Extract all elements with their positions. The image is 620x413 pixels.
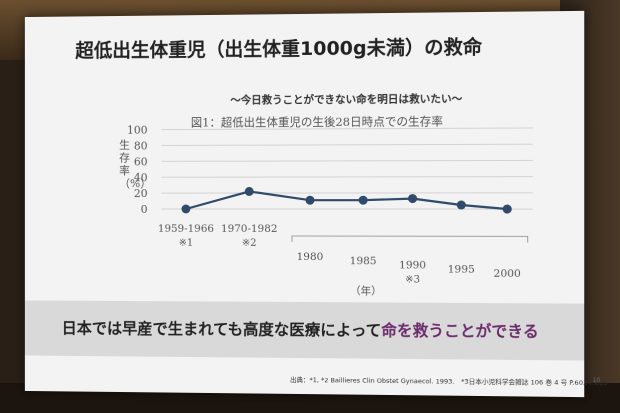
y-tick-60: 60	[134, 155, 148, 168]
banner-text: 日本では早産で生まれても高度な医療によって命を救うことができる	[62, 316, 539, 341]
x-tick-1970-1982: 1970-1982	[221, 223, 277, 235]
y-tick-100: 100	[127, 124, 148, 137]
x-tick-note-4: ※3	[405, 274, 420, 285]
data-point-5	[456, 200, 466, 210]
x-tick-2000: 2000	[494, 268, 521, 280]
data-point-6	[502, 204, 512, 214]
series-markers	[181, 187, 527, 243]
x-tick-1959-1966: 1959-1966	[158, 223, 214, 235]
gridline-100	[161, 128, 532, 130]
y-tick-0: 0	[141, 203, 148, 216]
x-tick-note-1: ※2	[242, 238, 257, 249]
gridline-60	[161, 160, 532, 161]
x-axis-label: （年）	[350, 284, 382, 297]
gridline-40	[161, 177, 532, 178]
gridline-80	[161, 144, 532, 145]
chart-grid	[161, 128, 532, 209]
x-tick-1985: 1985	[350, 255, 377, 267]
banner-main-text: 日本では早産で生まれても高度な医療によって	[61, 319, 382, 340]
y-tick-20: 20	[134, 187, 148, 200]
conclusion-banner: 日本では早産で生まれても高度な医療によって命を救うことができる	[24, 300, 585, 361]
x-tick-1995: 1995	[448, 263, 475, 275]
y-tick-labels: 100 80 60 40 20 0	[127, 124, 148, 216]
year-bracket	[292, 236, 528, 243]
banner-accent-text: 命を救うことができる	[381, 321, 539, 341]
x-tick-note-0: ※1	[179, 238, 194, 249]
page-number: 10	[592, 376, 601, 385]
data-point-4	[408, 194, 418, 204]
data-point-0	[181, 204, 191, 214]
y-tick-40: 40	[134, 171, 148, 184]
projector-screen: 超低出生体重児（出生体重1000g未満）の救命 ～今日救うことができない命を明日…	[24, 10, 608, 398]
x-tick-1990: 1990	[399, 259, 426, 271]
x-tick-labels: 1959-1966 ※1 1970-1982 ※2 1980 1985 1990 ※3 1995…	[158, 223, 521, 286]
data-point-1	[245, 187, 255, 197]
x-tick-1980: 1980	[297, 251, 324, 263]
y-tick-80: 80	[134, 139, 148, 152]
data-point-3	[358, 195, 368, 205]
data-point-2	[305, 195, 315, 205]
source-citation: 出典：*1, *2 Baillieres Clin Obstet Gynaeco…	[290, 375, 608, 388]
